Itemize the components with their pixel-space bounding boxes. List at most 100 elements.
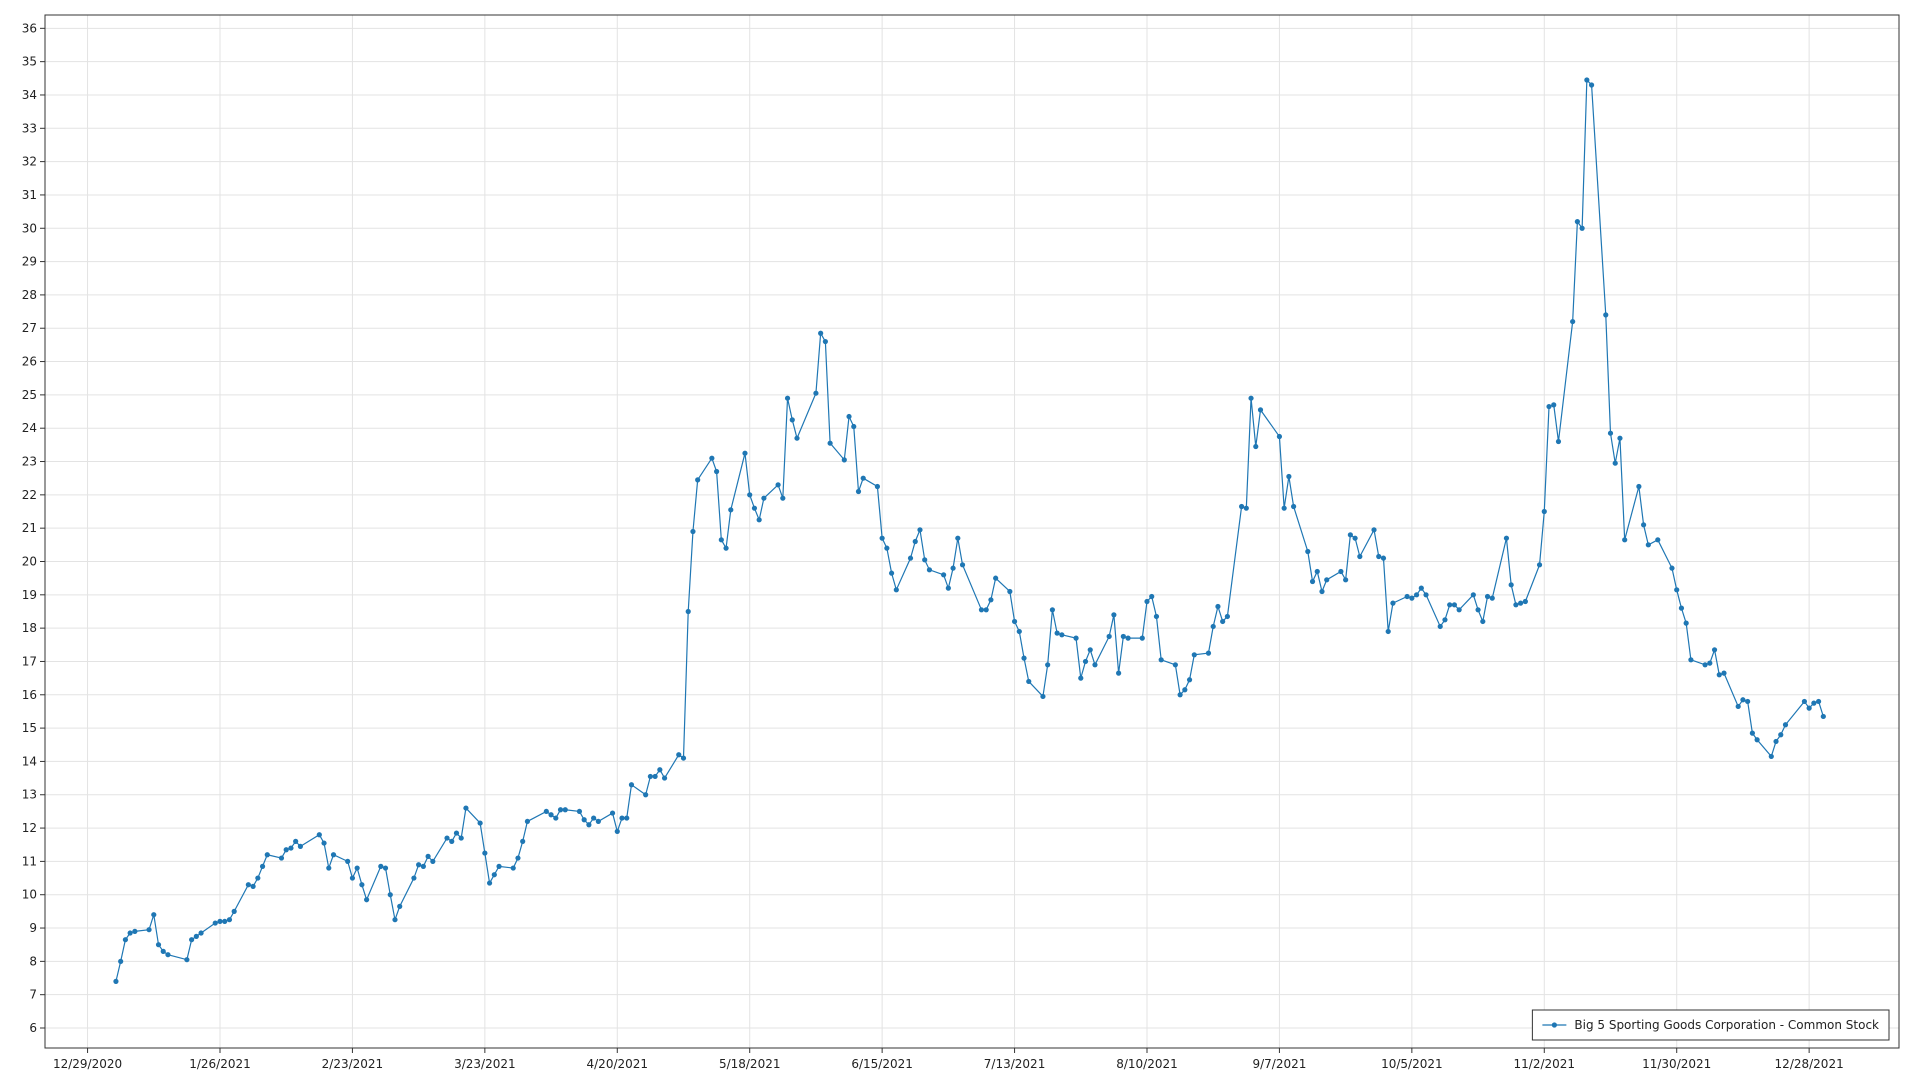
data-point xyxy=(1082,658,1089,665)
data-point xyxy=(1073,635,1079,641)
data-point xyxy=(1092,662,1098,668)
data-point xyxy=(420,863,426,869)
data-point xyxy=(1111,612,1117,618)
data-point xyxy=(231,908,237,914)
data-point xyxy=(160,948,166,954)
y-tick-label: 9 xyxy=(29,921,37,935)
data-point xyxy=(1636,483,1642,490)
x-tick-label: 6/15/2021 xyxy=(851,1057,913,1071)
y-tick-label: 16 xyxy=(22,688,37,702)
data-point xyxy=(818,330,824,336)
data-point xyxy=(515,855,521,861)
data-point xyxy=(1716,672,1722,678)
data-point xyxy=(576,808,583,815)
data-point xyxy=(728,507,734,513)
data-point xyxy=(1186,677,1193,683)
data-point xyxy=(548,812,554,818)
data-point xyxy=(1688,657,1694,663)
data-point xyxy=(1149,593,1155,600)
y-tick-label: 28 xyxy=(22,288,37,302)
data-point xyxy=(1352,535,1358,541)
y-tick-label: 8 xyxy=(29,954,37,968)
data-point xyxy=(1579,225,1585,231)
data-point xyxy=(723,545,729,551)
data-point xyxy=(1721,670,1727,676)
data-point xyxy=(1508,582,1514,588)
data-point xyxy=(1078,675,1084,681)
data-point xyxy=(1674,587,1680,593)
data-point xyxy=(657,767,663,773)
y-tick-label: 19 xyxy=(22,588,37,602)
data-point xyxy=(1820,713,1826,720)
data-point xyxy=(1754,737,1760,743)
data-point xyxy=(127,930,133,936)
data-point xyxy=(1413,592,1420,598)
data-point xyxy=(1054,630,1060,636)
data-point xyxy=(680,755,687,761)
data-point xyxy=(1551,402,1557,408)
data-point xyxy=(1224,613,1230,620)
data-point xyxy=(955,535,961,541)
data-point xyxy=(789,417,795,423)
data-point xyxy=(288,845,294,851)
data-point xyxy=(1210,623,1216,630)
data-point xyxy=(349,875,356,881)
y-tick-label: 24 xyxy=(22,421,37,435)
data-point xyxy=(491,872,497,878)
data-point xyxy=(945,585,951,591)
data-point xyxy=(1016,628,1022,635)
data-point xyxy=(543,808,549,815)
data-point xyxy=(1768,753,1774,760)
data-point xyxy=(245,882,251,888)
data-point xyxy=(1248,395,1254,401)
data-point xyxy=(813,390,819,396)
data-point xyxy=(917,527,923,533)
data-point xyxy=(822,338,828,345)
data-point xyxy=(1655,537,1661,543)
data-point xyxy=(1371,527,1377,533)
data-point xyxy=(293,838,299,845)
data-point xyxy=(1021,655,1027,661)
y-tick-label: 15 xyxy=(22,721,37,735)
data-point xyxy=(983,607,989,613)
data-point xyxy=(860,475,866,481)
data-point xyxy=(1215,603,1221,610)
data-point xyxy=(1683,620,1689,626)
data-point xyxy=(1253,443,1259,450)
legend: Big 5 Sporting Goods Corporation - Commo… xyxy=(1531,1009,1890,1041)
data-point xyxy=(1238,503,1245,510)
data-point xyxy=(345,858,351,864)
data-point xyxy=(146,927,152,933)
data-point xyxy=(482,850,488,856)
data-point xyxy=(1541,508,1547,515)
data-point xyxy=(1120,633,1126,640)
data-point xyxy=(1049,607,1056,613)
y-tick-label: 32 xyxy=(22,155,37,169)
data-point xyxy=(1418,585,1424,591)
data-point xyxy=(354,865,360,871)
y-tick-label: 36 xyxy=(22,21,37,35)
data-point xyxy=(283,847,289,853)
data-point xyxy=(1276,433,1283,440)
data-point xyxy=(1513,602,1519,608)
data-point xyxy=(1423,592,1429,598)
data-point xyxy=(988,597,994,603)
data-point xyxy=(1125,635,1131,641)
data-point xyxy=(326,865,332,871)
data-point xyxy=(1778,732,1784,738)
y-tick-label: 12 xyxy=(22,821,37,835)
data-point xyxy=(416,862,422,868)
data-point xyxy=(524,818,531,825)
data-point xyxy=(1385,628,1391,635)
data-point xyxy=(1546,403,1552,410)
data-point xyxy=(756,517,762,523)
data-point xyxy=(1177,692,1183,698)
x-tick-label: 2/23/2021 xyxy=(322,1057,384,1071)
y-tick-label: 34 xyxy=(22,88,37,102)
data-point xyxy=(1645,542,1651,548)
data-point xyxy=(1153,613,1160,620)
data-point xyxy=(1806,705,1812,711)
data-point xyxy=(1390,600,1396,606)
y-tick-label: 26 xyxy=(22,355,37,369)
